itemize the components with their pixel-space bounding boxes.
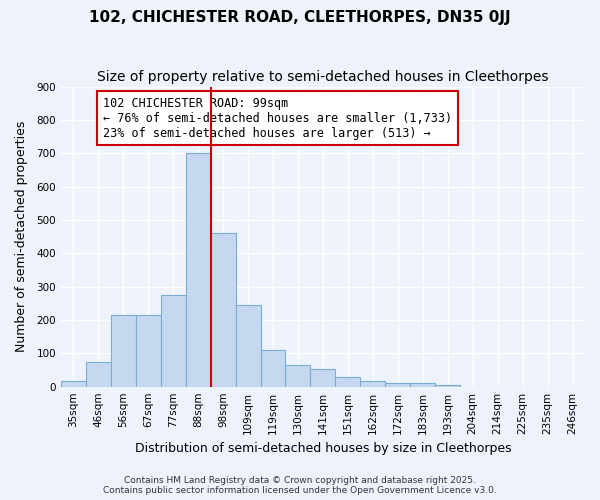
Y-axis label: Number of semi-detached properties: Number of semi-detached properties <box>15 121 28 352</box>
Bar <box>86 362 111 386</box>
Bar <box>236 305 260 386</box>
Bar <box>385 384 410 386</box>
X-axis label: Distribution of semi-detached houses by size in Cleethorpes: Distribution of semi-detached houses by … <box>134 442 511 455</box>
Title: Size of property relative to semi-detached houses in Cleethorpes: Size of property relative to semi-detach… <box>97 70 548 84</box>
Text: 102, CHICHESTER ROAD, CLEETHORPES, DN35 0JJ: 102, CHICHESTER ROAD, CLEETHORPES, DN35 … <box>89 10 511 25</box>
Bar <box>161 295 185 386</box>
Bar <box>136 315 161 386</box>
Bar <box>185 153 211 386</box>
Bar <box>310 370 335 386</box>
Bar <box>435 385 460 386</box>
Bar <box>335 376 361 386</box>
Bar <box>260 350 286 387</box>
Text: Contains HM Land Registry data © Crown copyright and database right 2025.
Contai: Contains HM Land Registry data © Crown c… <box>103 476 497 495</box>
Bar <box>410 382 435 386</box>
Bar <box>61 380 86 386</box>
Bar <box>111 315 136 386</box>
Bar <box>211 234 236 386</box>
Bar <box>361 380 385 386</box>
Bar <box>286 365 310 386</box>
Text: 102 CHICHESTER ROAD: 99sqm
← 76% of semi-detached houses are smaller (1,733)
23%: 102 CHICHESTER ROAD: 99sqm ← 76% of semi… <box>103 96 452 140</box>
